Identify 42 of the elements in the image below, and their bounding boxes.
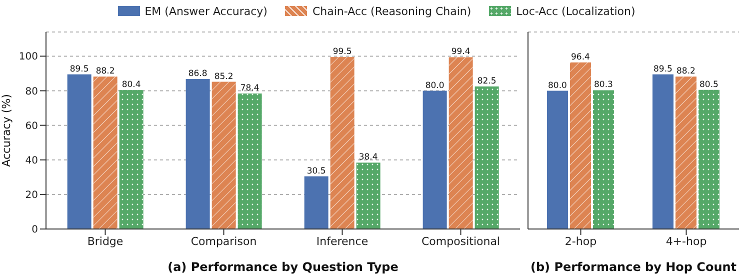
legend-label: EM (Answer Accuracy) — [144, 4, 268, 18]
x-tick-label: Bridge — [87, 234, 124, 248]
data-label: 80.0 — [548, 80, 567, 91]
data-label: 38.4 — [358, 152, 378, 163]
data-label: 82.5 — [477, 76, 496, 86]
y-axis-title: Accuracy (%) — [0, 94, 13, 167]
data-label: 80.5 — [700, 80, 718, 90]
data-label: 96.4 — [571, 52, 590, 62]
data-label: 78.4 — [240, 84, 260, 94]
data-label: 86.8 — [188, 69, 208, 80]
data-label: 80.0 — [425, 80, 444, 91]
data-label: 89.5 — [654, 64, 672, 74]
y-tick-label: 100 — [18, 52, 38, 63]
x-tick-label: Compositional — [422, 234, 500, 248]
data-label: 88.2 — [96, 66, 115, 77]
bar — [67, 74, 92, 229]
legend-label: Chain-Acc (Reasoning Chain) — [312, 4, 472, 18]
data-label: 89.5 — [70, 64, 89, 74]
x-axis-title: (b) Performance by Hop Count — [530, 260, 737, 274]
bar — [304, 176, 328, 229]
x-tick-label: 2-hop — [564, 234, 597, 248]
data-label: 30.5 — [306, 166, 326, 176]
bar — [186, 79, 210, 229]
y-tick-label: 0 — [32, 224, 38, 236]
data-label: 80.4 — [122, 80, 141, 90]
data-label: 99.4 — [451, 47, 470, 58]
bar — [652, 74, 674, 229]
data-label: 80.3 — [594, 80, 613, 90]
y-tick-label: 40 — [25, 155, 38, 166]
bar — [422, 90, 447, 229]
y-tick-label: 60 — [25, 120, 38, 132]
x-tick-label: 4+-hop — [666, 234, 707, 248]
x-tick-label: Inference — [316, 234, 368, 248]
data-label: 85.2 — [214, 72, 234, 82]
x-tick-label: Comparison — [190, 234, 257, 248]
bar — [546, 90, 568, 229]
x-axis-title: (a) Performance by Question Type — [168, 260, 398, 274]
y-tick-label: 80 — [25, 86, 38, 98]
y-tick-label: 20 — [25, 190, 38, 201]
data-label: 88.2 — [676, 66, 696, 77]
data-label: 99.5 — [332, 47, 352, 58]
legend-label: Loc-Acc (Localization) — [516, 4, 636, 18]
